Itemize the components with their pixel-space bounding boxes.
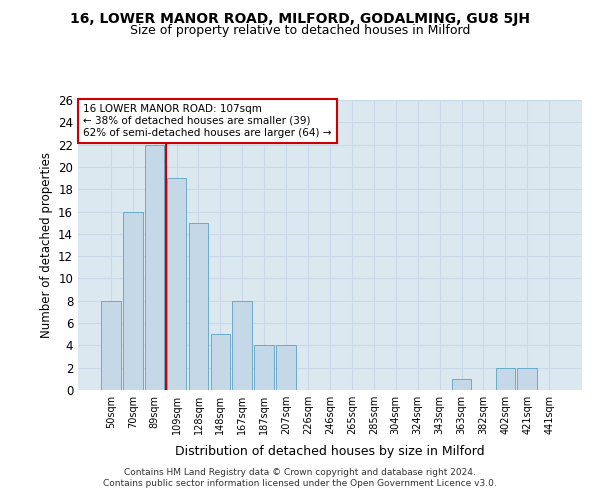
Bar xyxy=(123,212,143,390)
X-axis label: Distribution of detached houses by size in Milford: Distribution of detached houses by size … xyxy=(175,446,485,458)
Text: 16 LOWER MANOR ROAD: 107sqm
← 38% of detached houses are smaller (39)
62% of sem: 16 LOWER MANOR ROAD: 107sqm ← 38% of det… xyxy=(83,104,332,138)
Bar xyxy=(101,301,121,390)
Bar xyxy=(276,346,296,390)
Bar xyxy=(145,144,164,390)
Bar xyxy=(254,346,274,390)
Bar xyxy=(452,379,472,390)
Bar xyxy=(167,178,187,390)
Bar xyxy=(232,301,252,390)
Bar xyxy=(496,368,515,390)
Bar xyxy=(188,222,208,390)
Text: Size of property relative to detached houses in Milford: Size of property relative to detached ho… xyxy=(130,24,470,37)
Y-axis label: Number of detached properties: Number of detached properties xyxy=(40,152,53,338)
Bar xyxy=(517,368,537,390)
Text: Contains HM Land Registry data © Crown copyright and database right 2024.
Contai: Contains HM Land Registry data © Crown c… xyxy=(103,468,497,487)
Bar xyxy=(211,334,230,390)
Text: 16, LOWER MANOR ROAD, MILFORD, GODALMING, GU8 5JH: 16, LOWER MANOR ROAD, MILFORD, GODALMING… xyxy=(70,12,530,26)
